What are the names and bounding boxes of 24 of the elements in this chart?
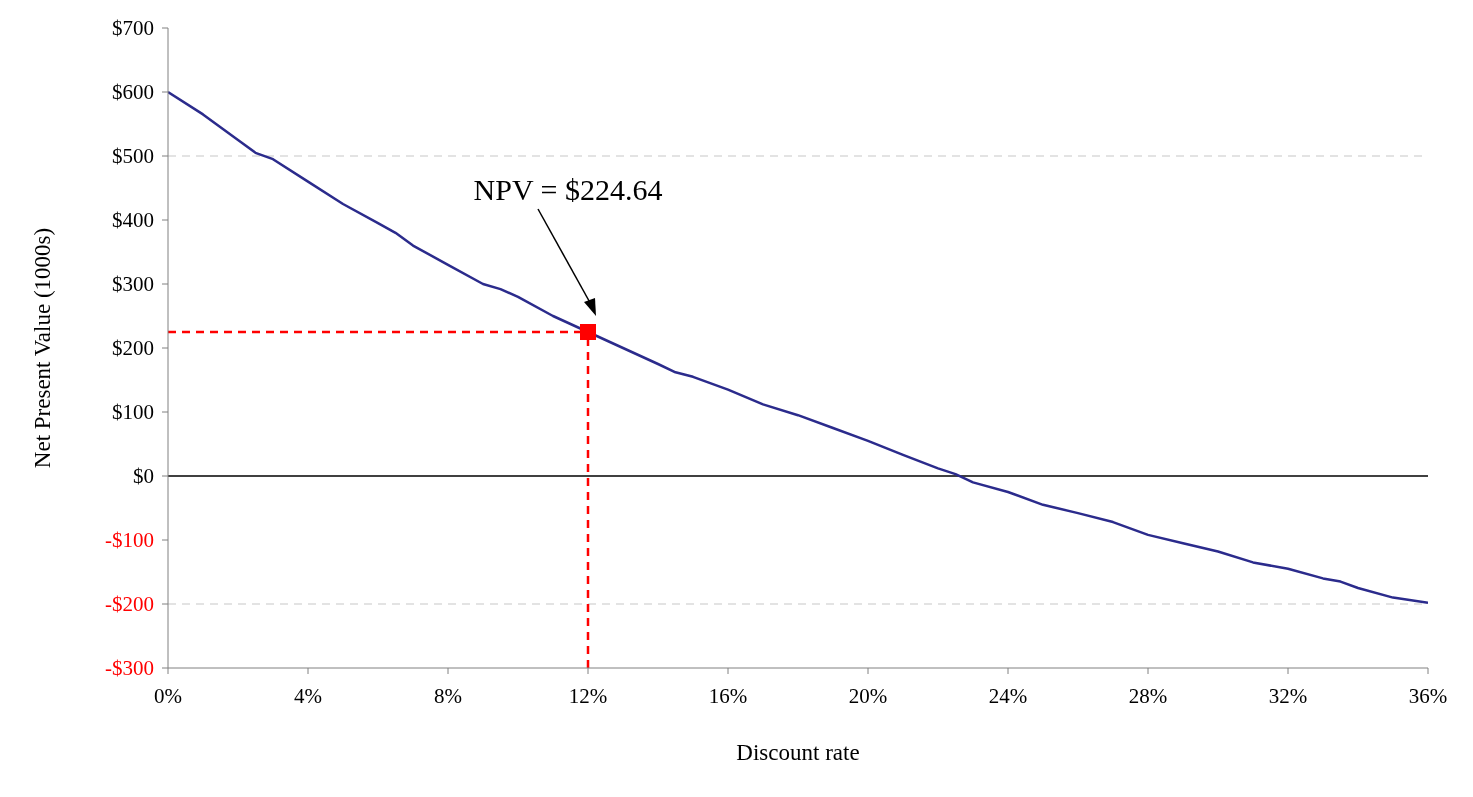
x-tick-label: 24%: [988, 683, 1028, 708]
x-tick-label: 12%: [568, 683, 608, 708]
x-tick-label: 20%: [848, 683, 888, 708]
x-tick-label: 28%: [1128, 683, 1168, 708]
x-tick-label: 4%: [294, 683, 322, 708]
y-tick-label: $300: [112, 272, 154, 296]
y-tick-label: $100: [112, 400, 154, 424]
x-tick-label: 36%: [1408, 683, 1448, 708]
x-tick-label: 8%: [434, 683, 462, 708]
y-tick-label: $200: [112, 336, 154, 360]
y-tick-label: $400: [112, 208, 154, 232]
y-tick-label: -$300: [105, 656, 154, 680]
x-tick-label: 32%: [1268, 683, 1308, 708]
y-tick-label: $500: [112, 144, 154, 168]
y-tick-label: $600: [112, 80, 154, 104]
y-tick-label: -$200: [105, 592, 154, 616]
y-tick-label: $700: [112, 16, 154, 40]
y-tick-label: $0: [133, 464, 154, 488]
x-tick-label: 0%: [154, 683, 182, 708]
x-axis-title: Discount rate: [736, 740, 860, 765]
y-axis-title: Net Present Value (1000s): [30, 227, 56, 469]
annotation: NPV = $224.64: [473, 173, 663, 206]
x-tick-label: 16%: [708, 683, 748, 708]
y-tick-label: -$100: [105, 528, 154, 552]
